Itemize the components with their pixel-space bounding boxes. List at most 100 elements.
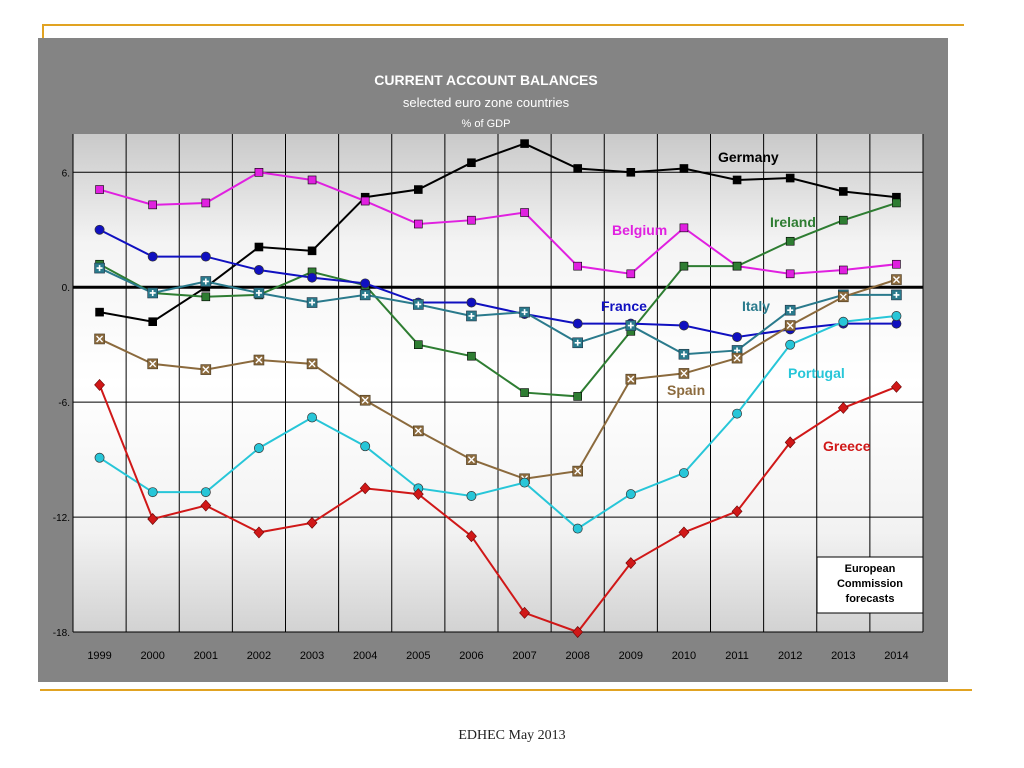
footer-text: EDHEC May 2013 — [458, 728, 566, 743]
data-point — [467, 351, 476, 361]
series-line-italy — [99, 267, 897, 356]
data-point — [307, 175, 317, 185]
data-point — [360, 196, 370, 206]
data-point — [95, 185, 104, 194]
data-point — [413, 299, 424, 310]
chart-unit-label: % of GDP — [462, 118, 511, 130]
data-point — [625, 557, 637, 569]
series-line-france — [99, 228, 897, 339]
data-point — [839, 215, 848, 225]
y-tick-label: -6. — [58, 398, 70, 409]
data-point — [839, 187, 848, 196]
series-line-spain — [99, 278, 897, 480]
data-point — [891, 380, 902, 393]
x-tick-label: 2005 — [406, 650, 430, 662]
series-label-belgium: Belgium — [612, 222, 667, 238]
data-point — [307, 412, 318, 423]
data-point — [784, 304, 796, 316]
data-point — [147, 287, 158, 299]
label-layer: 6. 0. -6. -12. -18. 1999 2000 2001 2002 2003 2004 2… — [53, 149, 909, 662]
data-point — [892, 259, 901, 269]
data-point — [95, 307, 104, 317]
series-line-germany — [99, 142, 897, 323]
data-point — [572, 626, 584, 638]
data-point — [784, 436, 796, 449]
bottom-rule — [40, 689, 972, 691]
data-point — [200, 487, 211, 498]
data-point — [572, 337, 583, 349]
data-point — [520, 208, 529, 217]
data-point — [785, 236, 795, 246]
x-tick-label: 2003 — [300, 650, 324, 662]
x-tick-label: 2014 — [884, 650, 908, 662]
data-point — [307, 246, 317, 256]
series-line-portugal — [99, 314, 897, 530]
series-layer — [94, 139, 902, 638]
series-label-germany: Germany — [718, 149, 779, 165]
series-label-spain: Spain — [667, 382, 705, 398]
data-point — [306, 516, 318, 529]
data-point — [200, 364, 212, 375]
x-tick-label: 2009 — [619, 650, 643, 662]
forecast-note-line-1: European — [845, 563, 896, 575]
data-point — [731, 505, 743, 518]
data-point — [785, 339, 796, 350]
data-point — [626, 269, 636, 279]
data-point — [732, 175, 742, 185]
data-point — [785, 269, 795, 279]
data-point — [359, 394, 371, 406]
x-tick-label: 2011 — [725, 650, 749, 662]
series-line-greece — [98, 384, 897, 634]
chart-title: CURRENT ACCOUNT BALANCES — [374, 72, 597, 88]
data-point — [520, 139, 529, 148]
x-tick-label: 2008 — [565, 650, 589, 662]
series-spain — [94, 274, 902, 485]
data-point — [359, 482, 371, 495]
data-point — [466, 491, 477, 501]
data-point — [572, 318, 583, 329]
series-line-ireland — [99, 202, 897, 398]
forecast-box: European Commission forecasts — [816, 556, 924, 614]
data-point — [253, 354, 265, 366]
data-point — [573, 261, 582, 271]
data-point — [625, 320, 637, 331]
top-rule — [42, 24, 964, 26]
x-tick-label: 2001 — [194, 650, 218, 662]
data-point — [572, 465, 583, 477]
series-italy — [94, 262, 902, 360]
data-point — [307, 272, 318, 283]
data-point — [201, 292, 211, 302]
data-point — [359, 289, 371, 301]
series-line-belgium — [99, 171, 897, 275]
data-point — [519, 306, 530, 318]
data-point — [678, 368, 690, 379]
data-point — [573, 164, 582, 173]
data-point — [253, 443, 264, 454]
data-point — [891, 311, 902, 321]
data-point — [414, 185, 423, 194]
data-point — [732, 332, 743, 342]
y-tick-label: 0. — [62, 283, 70, 294]
data-point — [254, 168, 264, 177]
x-tick-label: 2006 — [459, 650, 483, 662]
data-point — [891, 289, 902, 301]
data-point — [414, 219, 423, 229]
data-point — [94, 224, 105, 235]
series-label-greece: Greece — [823, 438, 871, 454]
data-point — [147, 487, 158, 498]
data-point — [148, 317, 157, 327]
data-point — [148, 200, 157, 210]
data-point — [306, 297, 318, 308]
data-point — [839, 265, 848, 275]
data-point — [94, 378, 105, 391]
data-point — [519, 477, 530, 488]
data-point — [785, 173, 795, 183]
data-point — [467, 158, 476, 168]
data-point — [626, 168, 636, 177]
data-point — [200, 276, 212, 287]
data-point — [466, 297, 477, 308]
data-point — [573, 392, 582, 401]
data-point — [784, 320, 796, 331]
data-point — [414, 340, 423, 349]
data-point — [838, 291, 849, 303]
